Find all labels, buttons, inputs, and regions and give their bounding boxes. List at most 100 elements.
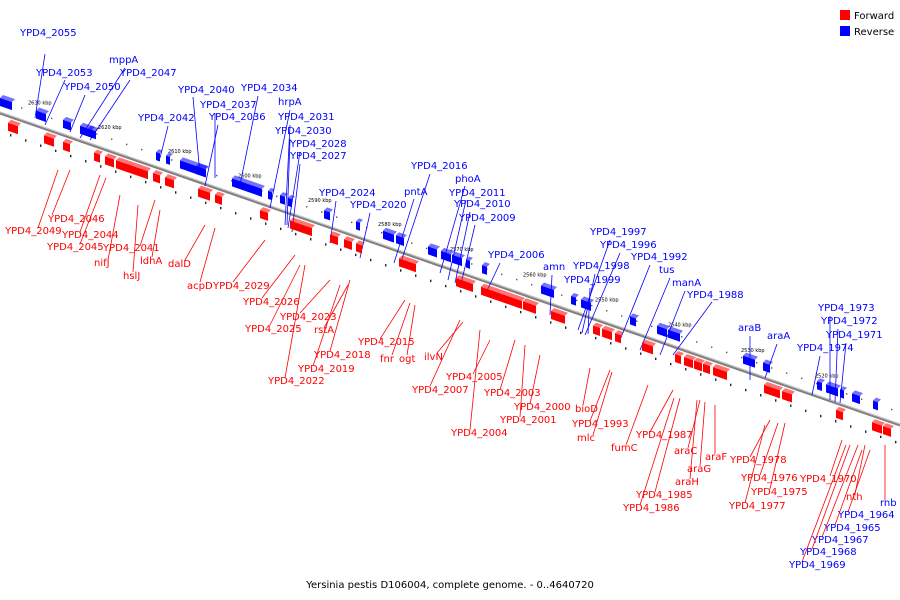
forward-gene-block (63, 141, 70, 153)
reverse-gene-block-top (268, 187, 275, 193)
forward-gene-leader (261, 254, 296, 299)
forward-gene-leader (699, 401, 706, 467)
forward-gene-block-top (165, 174, 177, 181)
tick-dash (25, 139, 27, 142)
reverse-gene-leader (584, 252, 621, 336)
forward-gene-block (8, 122, 18, 135)
forward-gene-label: araF (705, 452, 727, 463)
kbp-tick-label: 2590 kbp (308, 198, 332, 204)
reverse-gene-label: YPD4_2016 (410, 161, 468, 172)
reverse-gene-block-top (581, 296, 594, 303)
forward-gene-block (782, 391, 792, 403)
tick-dash (340, 248, 342, 251)
forward-gene-leader (391, 302, 411, 356)
tick-dash (295, 232, 297, 236)
forward-gene-block-top (105, 153, 117, 160)
reverse-gene-block (873, 400, 878, 411)
tick-dash (400, 269, 402, 272)
forward-gene-block (642, 342, 653, 355)
forward-gene-label: fumC (611, 443, 638, 454)
reverse-gene-leader (286, 138, 291, 226)
reverse-gene-label: YPD4_2053 (35, 68, 93, 79)
tick-dash (115, 170, 117, 173)
kbp-tick-label: 2600 kbp (238, 174, 262, 180)
tick-dot (411, 242, 413, 244)
forward-gene-block-top (703, 360, 713, 367)
reverse-gene-block-top (63, 116, 74, 123)
reverse-gene-block-top (541, 282, 557, 291)
reverse-gene-block-top (166, 152, 173, 157)
reverse-gene-block-top (630, 313, 639, 319)
tick-dot (516, 278, 518, 281)
forward-gene-label: bioD (575, 404, 598, 415)
tick-dash (595, 336, 597, 340)
tick-dot (276, 195, 278, 198)
forward-gene-leader (687, 399, 701, 449)
forward-gene-block-top (713, 364, 730, 373)
reverse-gene-leader (549, 274, 553, 316)
kbp-tick-label: 2580 kbp (378, 222, 402, 228)
reverse-gene-label: YPD4_2011 (448, 188, 506, 199)
reverse-gene-leader (34, 53, 46, 119)
forward-gene-leader (429, 319, 461, 387)
reverse-gene-block-top (852, 390, 863, 397)
tick-dot (891, 408, 893, 411)
forward-gene-leader (639, 397, 675, 506)
forward-gene-block-top (344, 236, 355, 243)
reverse-gene-leader (587, 287, 591, 335)
forward-gene-block (836, 409, 843, 421)
reverse-gene-block-top (743, 352, 758, 360)
tick-dot (96, 133, 98, 135)
reverse-gene-block (156, 152, 160, 162)
reverse-gene-label: YPD4_1998 (572, 261, 630, 272)
forward-gene-block-top (602, 325, 615, 333)
reverse-gene-block-top (383, 227, 397, 235)
forward-gene-block-top (215, 191, 225, 197)
forward-gene-block (405, 260, 416, 273)
tick-dot (351, 221, 353, 224)
forward-gene-label: ogt (399, 354, 415, 365)
forward-gene-leader (284, 264, 306, 379)
reverse-gene-block-top (356, 218, 363, 223)
tick-dot (561, 294, 563, 296)
reverse-gene-block (466, 259, 470, 269)
forward-gene-label: YPD4_2007 (411, 385, 469, 396)
forward-gene-block-top (260, 207, 271, 213)
tick-dot (426, 247, 428, 250)
forward-gene-block (356, 243, 362, 254)
forward-gene-block (500, 293, 522, 309)
reverse-gene-leader (659, 290, 686, 356)
reverse-gene-block (571, 295, 576, 306)
forward-gene-block (153, 173, 160, 184)
reverse-gene-label: YPD4_1988 (686, 290, 744, 301)
forward-gene-leader (759, 422, 779, 476)
forward-gene-block-top (764, 381, 783, 391)
forward-gene-label: YPD4_2026 (242, 297, 300, 308)
forward-gene-block (883, 426, 891, 437)
reverse-genes: YPD4_2055 YPD4_2053 mppA YPD4_2047 YPD4_2050… (0, 28, 883, 411)
tick-dash (625, 347, 627, 350)
forward-gene-block-top (551, 308, 568, 316)
reverse-gene-label: YPD4_1999 (563, 275, 621, 286)
reverse-gene-label: YPD4_2034 (240, 83, 298, 94)
forward-gene-leader (654, 397, 681, 493)
reverse-gene-label: YPD4_2027 (289, 151, 347, 162)
reverse-gene-block (763, 362, 770, 373)
reverse-gene-label: amn (543, 262, 565, 273)
tick-dash (895, 440, 897, 444)
reverse-gene-label: YPD4_1992 (630, 252, 688, 263)
kbp-tick-label: 2620 kbp (98, 125, 122, 131)
reverse-gene-leader (79, 67, 126, 139)
forward-gene-label: YPD4_2001 (499, 415, 557, 426)
forward-gene-block (694, 360, 702, 372)
reverse-gene-leader (834, 328, 839, 403)
forward-gene-leader (649, 389, 674, 433)
reverse-gene-leader (89, 79, 131, 141)
forward-gene-label: YPD4_2018 (313, 350, 371, 361)
forward-gene-label: YPD4_2003 (483, 388, 541, 399)
forward-gene-label: araH (675, 477, 699, 488)
forward-gene-label: mlc (577, 433, 595, 444)
reverse-gene-label: YPD4_2040 (177, 85, 235, 96)
tick-dot (816, 382, 818, 385)
